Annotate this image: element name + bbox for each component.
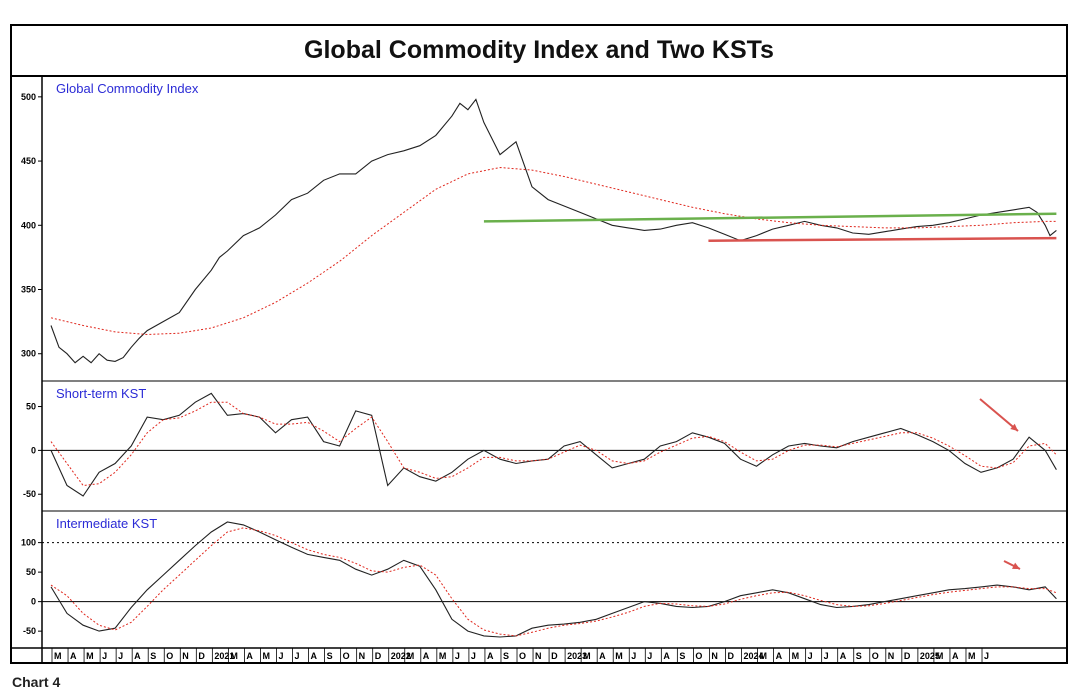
chart-frame: Global Commodity Index and Two KSTs Glob…	[10, 24, 1068, 664]
signal-line	[50, 401, 1057, 487]
y-tick-label: 50	[26, 402, 36, 412]
chart-title: Global Commodity Index and Two KSTs	[304, 36, 774, 64]
x-tick-label: J	[824, 651, 829, 661]
x-tick-label: N	[535, 651, 542, 661]
x-tick-label: A	[776, 651, 783, 661]
y-tick-label: -50	[23, 489, 36, 499]
x-tick-label: A	[134, 651, 141, 661]
x-tick-label: M	[968, 651, 976, 661]
x-tick-label: M	[54, 651, 62, 661]
x-tick-label: M	[439, 651, 447, 661]
y-tick-label: 50	[26, 567, 36, 577]
x-tick-label: J	[631, 651, 636, 661]
x-tick-label: S	[856, 651, 862, 661]
panel-title: Short-term KST	[56, 386, 146, 401]
y-tick-label: 450	[21, 156, 36, 166]
x-tick-label: A	[599, 651, 606, 661]
x-tick-label: A	[311, 651, 318, 661]
chart-caption: Chart 4	[12, 674, 61, 690]
x-tick-label: N	[182, 651, 189, 661]
x-tick-label: A	[952, 651, 959, 661]
x-tick-label: M	[262, 651, 270, 661]
x-tick-label: A	[487, 651, 494, 661]
y-tick-label: 100	[21, 538, 36, 548]
x-tick-label: S	[327, 651, 333, 661]
x-tick-label: O	[695, 651, 702, 661]
signal-line	[50, 166, 1057, 336]
x-tick-label: A	[663, 651, 670, 661]
x-tick-label: D	[198, 651, 205, 661]
x-tick-label: J	[102, 651, 107, 661]
x-tick-label: A	[840, 651, 847, 661]
y-tick-label: 400	[21, 220, 36, 230]
y-tick-label: 0	[31, 597, 36, 607]
x-tick-label: M	[615, 651, 623, 661]
x-tick-label: A	[246, 651, 253, 661]
y-tick-label: 350	[21, 285, 36, 295]
x-tick-label: O	[343, 651, 350, 661]
x-tick-label: M	[583, 651, 591, 661]
x-tick-label: S	[679, 651, 685, 661]
x-tick-label: M	[760, 651, 768, 661]
price-line	[50, 98, 1057, 364]
x-tick-label: O	[166, 651, 173, 661]
trend-arrow-head	[1012, 562, 1020, 569]
y-tick-label: 500	[21, 92, 36, 102]
trend-arrow-head	[1010, 423, 1018, 431]
x-tick-label: J	[471, 651, 476, 661]
x-tick-label: J	[278, 651, 283, 661]
x-tick-label: J	[118, 651, 123, 661]
y-tick-label: 0	[31, 445, 36, 455]
support-trendline	[708, 236, 1057, 242]
x-tick-label: N	[359, 651, 366, 661]
x-tick-label: N	[888, 651, 895, 661]
y-tick-label: -50	[23, 626, 36, 636]
x-tick-label: D	[551, 651, 558, 661]
x-tick-label: J	[455, 651, 460, 661]
chart-canvas: Global Commodity Index300350400450500Sho…	[12, 76, 1066, 662]
x-tick-label: S	[150, 651, 156, 661]
x-tick-label: D	[727, 651, 734, 661]
x-tick-label: D	[375, 651, 382, 661]
x-tick-label: O	[519, 651, 526, 661]
panel-title: Global Commodity Index	[56, 81, 199, 96]
x-tick-label: M	[407, 651, 415, 661]
x-tick-label: A	[423, 651, 430, 661]
x-tick-label: M	[936, 651, 944, 661]
x-tick-label: J	[295, 651, 300, 661]
x-tick-label: M	[792, 651, 800, 661]
x-tick-label: 2024	[743, 651, 763, 661]
x-tick-label: J	[647, 651, 652, 661]
x-tick-label: O	[872, 651, 879, 661]
x-tick-label: D	[904, 651, 911, 661]
x-tick-label: M	[230, 651, 238, 661]
panel-title: Intermediate KST	[56, 516, 157, 531]
x-tick-label: A	[70, 651, 77, 661]
y-tick-label: 300	[21, 349, 36, 359]
signal-line	[50, 527, 1057, 637]
x-tick-label: 2022	[391, 651, 411, 661]
x-tick-label: M	[86, 651, 94, 661]
price-line	[50, 392, 1057, 497]
x-tick-label: 2023	[567, 651, 587, 661]
x-tick-label: J	[808, 651, 813, 661]
chart-title-bar: Global Commodity Index and Two KSTs	[12, 26, 1066, 77]
resistance-trendline	[483, 212, 1057, 223]
x-tick-label: S	[503, 651, 509, 661]
trend-arrow	[979, 398, 1019, 432]
x-tick-label: J	[984, 651, 989, 661]
x-tick-label: N	[711, 651, 718, 661]
x-tick-label: 2021	[214, 651, 234, 661]
x-tick-label: 2025	[920, 651, 940, 661]
price-line	[50, 521, 1057, 638]
